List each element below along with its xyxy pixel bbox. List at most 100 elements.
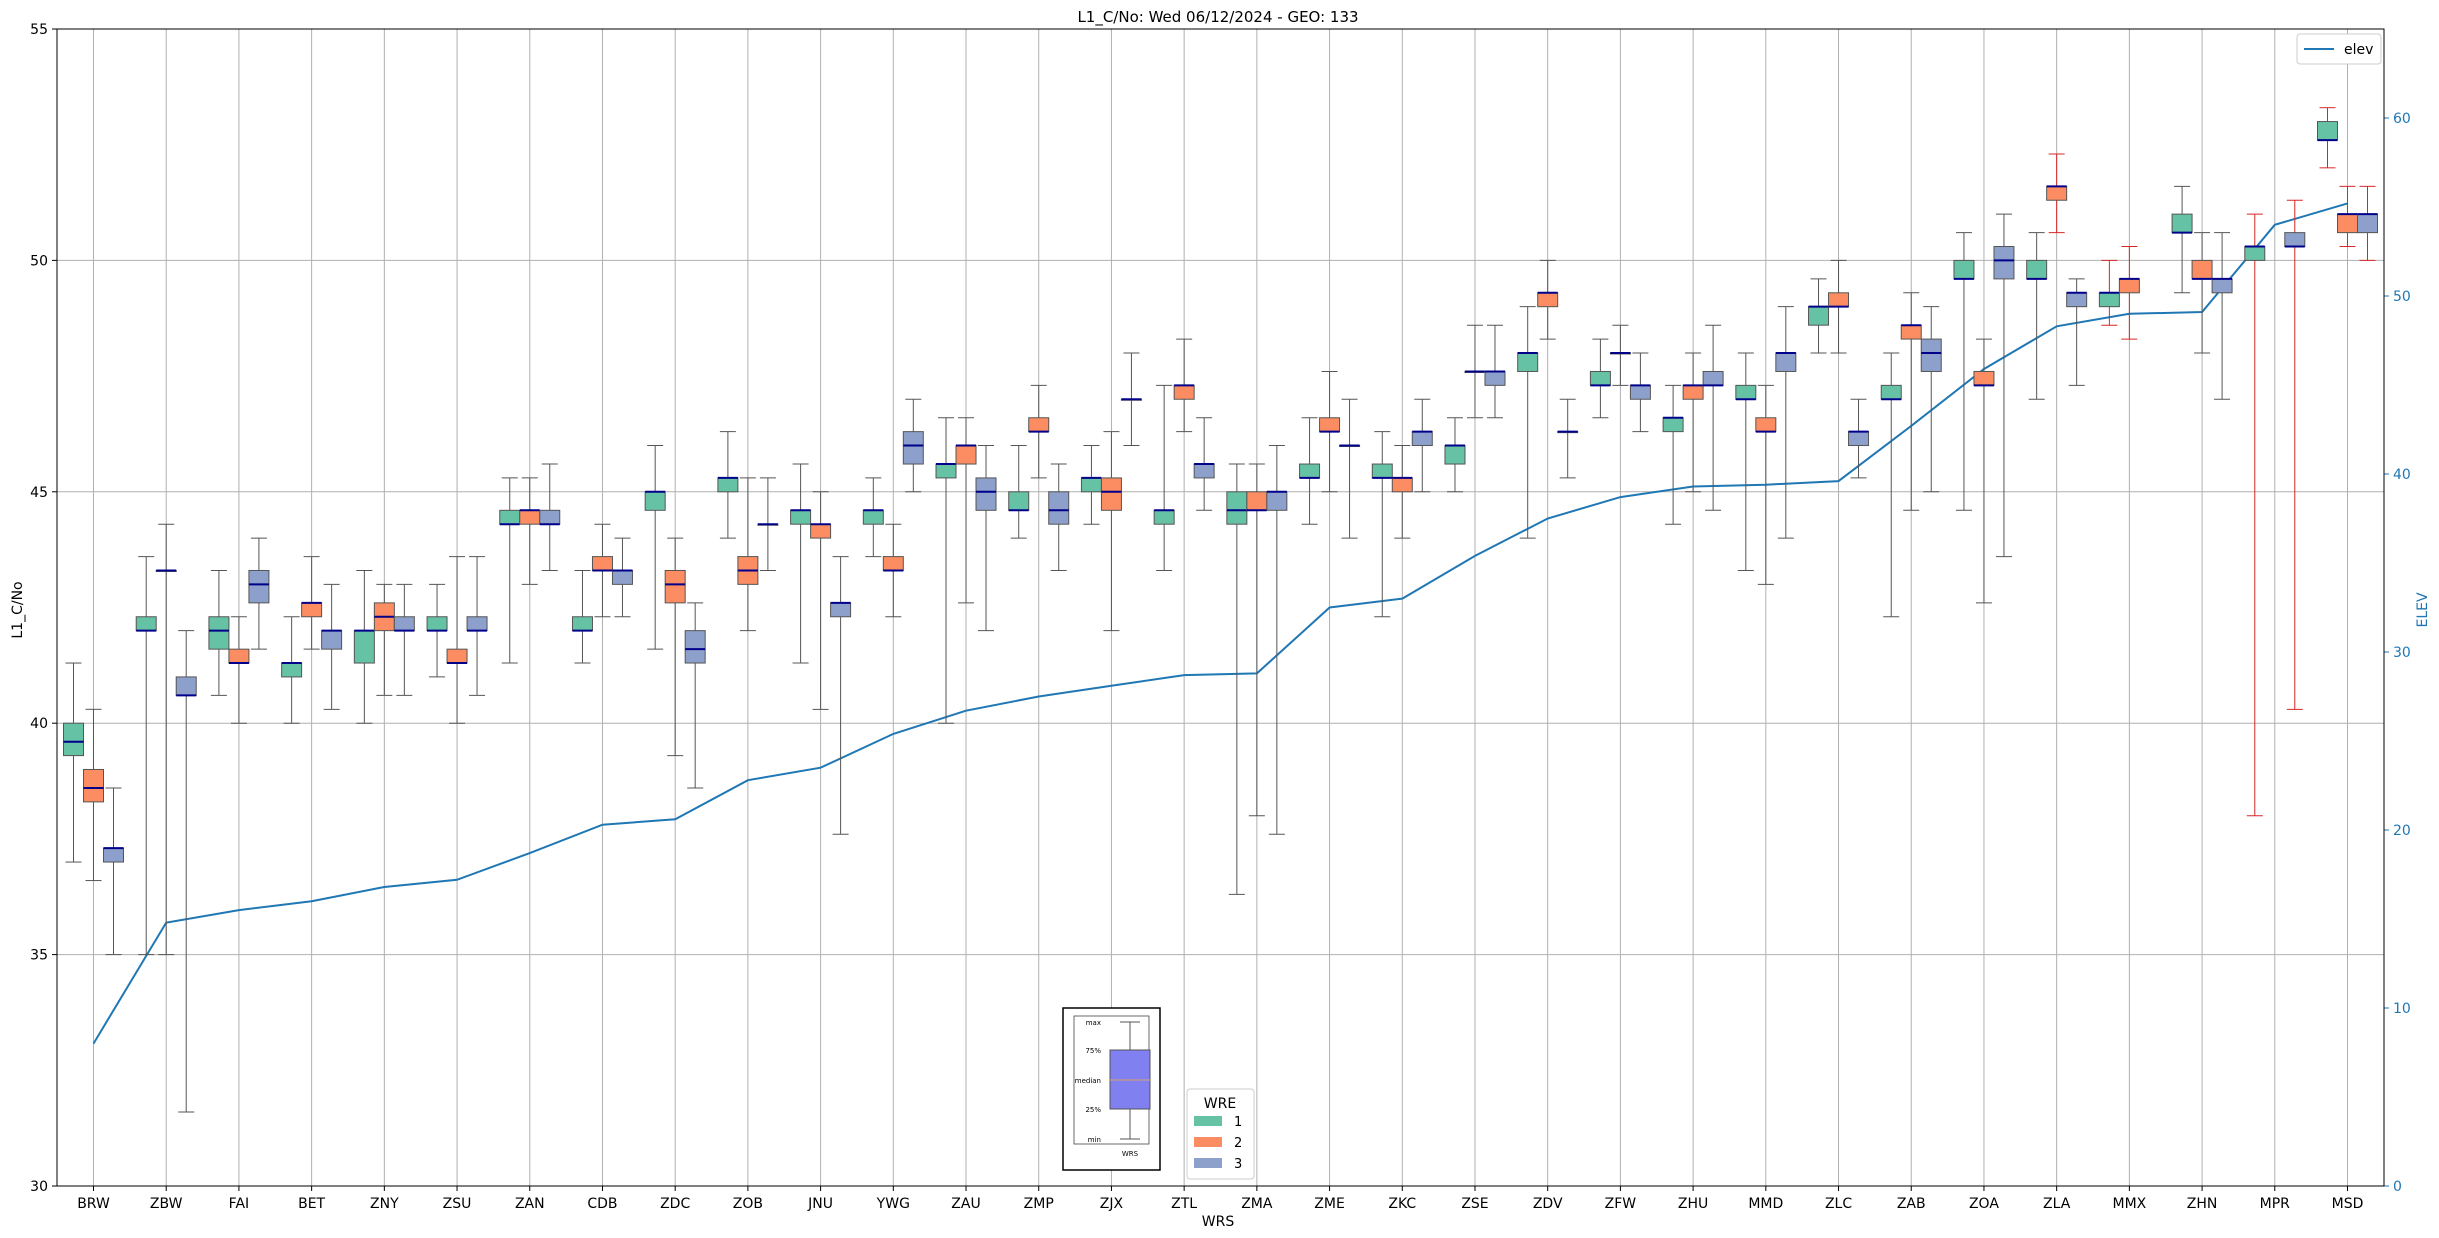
box-YWG-wre2: [882, 523, 904, 618]
x-tick-label: ZLA: [2043, 1196, 2071, 1212]
box-ZDV-wre3: [1557, 398, 1579, 479]
y-tick-label: 35: [30, 948, 48, 964]
box-iqr: [519, 509, 541, 525]
x-tick-label: BRW: [77, 1196, 110, 1212]
box-iqr: [2357, 213, 2378, 234]
box-ZFW-wre2: [1609, 324, 1631, 386]
box-ZHU-wre3: [1702, 324, 1724, 511]
box-ZJX-wre2: [1100, 431, 1122, 632]
box-ZMP-wre3: [1048, 463, 1070, 571]
box-MSD-wre3: [2357, 185, 2378, 261]
box-explanation-inset: max 75% median 25% min WRS: [1062, 1007, 1161, 1171]
box-iqr: [2244, 246, 2266, 261]
box-ZHN-wre2: [2191, 232, 2213, 354]
inset-label-75: 75%: [1085, 1047, 1101, 1055]
box-iqr: [2284, 232, 2306, 248]
box-iqr: [466, 616, 488, 632]
x-tick-label: ZMA: [1241, 1196, 1273, 1212]
box-iqr: [684, 630, 706, 664]
box-iqr: [810, 523, 832, 539]
box-iqr: [353, 630, 375, 664]
box-ZNY-wre1: [353, 569, 375, 724]
y2-tick-label: 60: [2393, 111, 2411, 127]
y-tick-label: 55: [30, 22, 48, 38]
x-tick-label: ZME: [1314, 1196, 1345, 1212]
elev-legend: elev: [2296, 33, 2382, 65]
inset-label-min: min: [1088, 1136, 1101, 1144]
box-iqr: [2046, 185, 2068, 201]
box-JNU-wre1: [790, 463, 812, 664]
box-ZSE-wre1: [1444, 417, 1466, 493]
box-iqr: [301, 602, 323, 618]
box-ZAN-wre3: [539, 463, 561, 571]
box-ZSU-wre1: [426, 583, 448, 678]
box-ZAB-wre1: [1880, 352, 1902, 618]
box-iqr: [2191, 259, 2213, 280]
box-iqr: [882, 556, 904, 571]
box-iqr: [1411, 431, 1433, 447]
box-iqr: [1517, 352, 1539, 372]
x-tick-label: ZOA: [1969, 1196, 1999, 1212]
x-tick-label: ZNY: [370, 1196, 399, 1212]
x-tick-label: ZDV: [1533, 1196, 1563, 1212]
y2-tick-label: 0: [2393, 1179, 2402, 1195]
box-MSD-wre1: [2317, 107, 2338, 169]
box-YWG-wre1: [862, 477, 884, 558]
box-ZLC-wre2: [1828, 259, 1850, 354]
box-MPR-wre1: [2244, 213, 2266, 817]
box-JNU-wre3: [830, 556, 852, 835]
box-ZLA-wre1: [2026, 232, 2048, 400]
box-ZLA-wre3: [2066, 278, 2088, 386]
box-iqr: [2317, 121, 2338, 141]
box-CDB-wre1: [571, 569, 593, 664]
box-ZMP-wre2: [1028, 384, 1050, 479]
box-ZDC-wre3: [684, 602, 706, 789]
elev-legend-label: elev: [2344, 42, 2373, 58]
box-ZFW-wre1: [1589, 338, 1611, 419]
box-iqr: [2118, 278, 2140, 294]
x-tick-label: ZKC: [1388, 1196, 1416, 1212]
box-iqr: [1682, 384, 1704, 400]
y-tick-label: 40: [30, 716, 48, 732]
box-ZHU-wre1: [1662, 384, 1684, 525]
box-FAI-wre2: [228, 616, 250, 724]
x-tick-label: ZLC: [1825, 1196, 1852, 1212]
elev-legend-box: [2296, 33, 2382, 65]
wre-legend: WRE 1 2 3: [1186, 1088, 1255, 1180]
box-iqr: [902, 431, 924, 465]
box-iqr: [1299, 463, 1321, 479]
box-ZLC-wre1: [1808, 278, 1830, 354]
box-iqr: [321, 630, 343, 650]
box-MMX-wre1: [2098, 259, 2120, 326]
x-tick-label: JNU: [807, 1196, 833, 1212]
box-ZDV-wre1: [1517, 306, 1539, 539]
box-ZBW-wre2: [155, 523, 177, 956]
x-tick-label: ZJX: [1100, 1196, 1124, 1212]
box-iqr: [591, 556, 613, 571]
box-ZNY-wre3: [393, 583, 415, 696]
x-tick-label: ZFW: [1605, 1196, 1637, 1212]
chart-title: L1_C/No: Wed 06/12/2024 - GEO: 133: [1077, 8, 1358, 27]
y2-tick-label: 50: [2393, 289, 2411, 305]
box-iqr: [1755, 417, 1777, 433]
wre-legend-swatch-1: [1194, 1116, 1222, 1126]
elev-line: [92, 202, 2348, 1045]
box-iqr: [1100, 477, 1122, 511]
box-ZME-wre3: [1339, 398, 1361, 539]
box-ZAU-wre1: [935, 417, 957, 724]
box-ZOA-wre3: [1993, 213, 2015, 558]
x-tick-label: FAI: [229, 1196, 249, 1212]
box-CDB-wre3: [611, 537, 633, 618]
box-ZTL-wre3: [1193, 417, 1215, 511]
box-iqr: [499, 509, 521, 525]
box-iqr: [644, 491, 666, 511]
box-ZME-wre1: [1299, 417, 1321, 525]
box-JNU-wre2: [810, 491, 832, 710]
box-iqr: [1880, 384, 1902, 400]
box-ZJX-wre3: [1120, 352, 1142, 447]
box-ZFW-wre3: [1629, 352, 1651, 433]
box-ZOB-wre1: [717, 431, 739, 539]
box-iqr: [1900, 324, 1922, 340]
box-iqr: [1371, 463, 1393, 479]
